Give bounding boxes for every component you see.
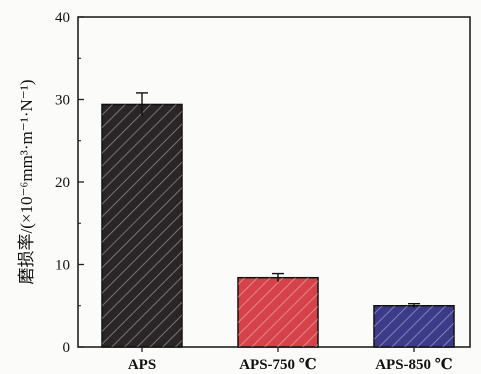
error-bar-aps-850 [408, 302, 420, 308]
x-tick-label: APS-750 ℃ [239, 357, 317, 373]
y-axis: 0 10 20 30 40 [55, 10, 84, 356]
error-bar-aps [136, 92, 148, 116]
bar-aps-750 [237, 276, 319, 348]
y-tick-label: 30 [55, 93, 70, 109]
bar-hatch-aps-750 [238, 277, 318, 347]
x-tick-label: APS [128, 357, 156, 373]
error-bar-aps-750 [272, 272, 284, 282]
bars-layer [101, 103, 455, 348]
error-bars-layer [136, 92, 420, 308]
bar-hatch-aps [102, 104, 182, 347]
x-axis: APS APS-750 ℃ APS-850 ℃ [128, 347, 453, 373]
y-axis-label: 磨损率/(×10⁻⁶mm³·m⁻¹·N⁻¹) [17, 79, 36, 284]
x-tick-label: APS-850 ℃ [375, 357, 453, 373]
bar-hatch-aps-850 [374, 305, 454, 347]
y-tick-label: 40 [55, 10, 70, 26]
y-tick-label: 20 [55, 175, 70, 191]
y-tick-label: 10 [55, 258, 70, 274]
bar-aps [101, 103, 183, 348]
bar-aps-850 [373, 305, 455, 348]
y-tick-label: 0 [63, 340, 71, 356]
